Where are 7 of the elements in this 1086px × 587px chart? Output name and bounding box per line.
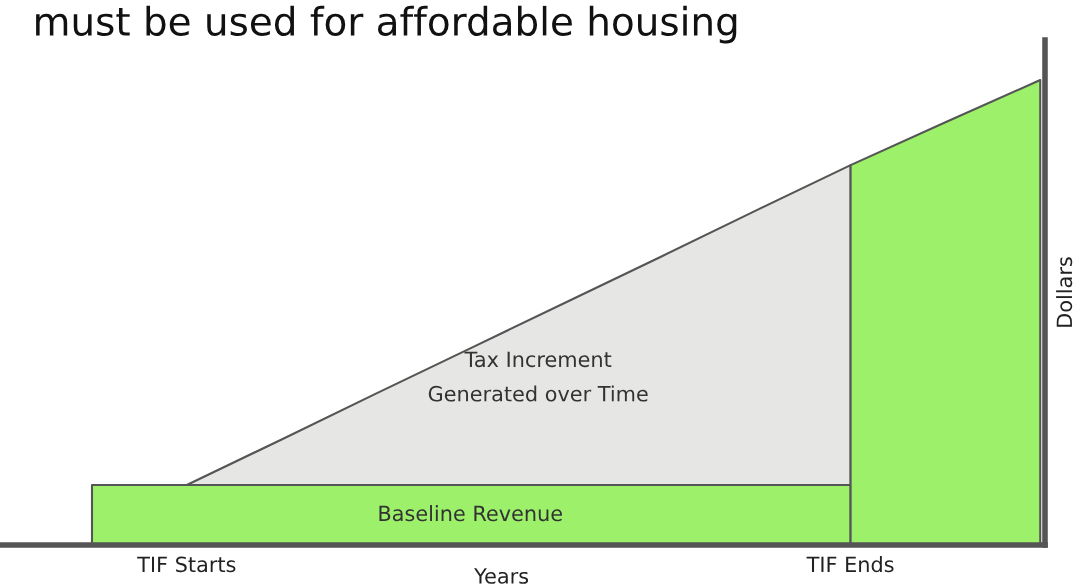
x-tick-label: TIF Ends (806, 556, 894, 573)
annotation: Baseline Revenue (379, 505, 562, 522)
annotation: Tax Increment Generated over Time (428, 351, 648, 402)
y-axis-title: Dollars (1056, 257, 1073, 327)
x-tick-label: TIF Starts (137, 556, 236, 573)
x-axis-title: Years (474, 568, 529, 584)
chart-title: must be used for affordable housing (36, 5, 737, 44)
